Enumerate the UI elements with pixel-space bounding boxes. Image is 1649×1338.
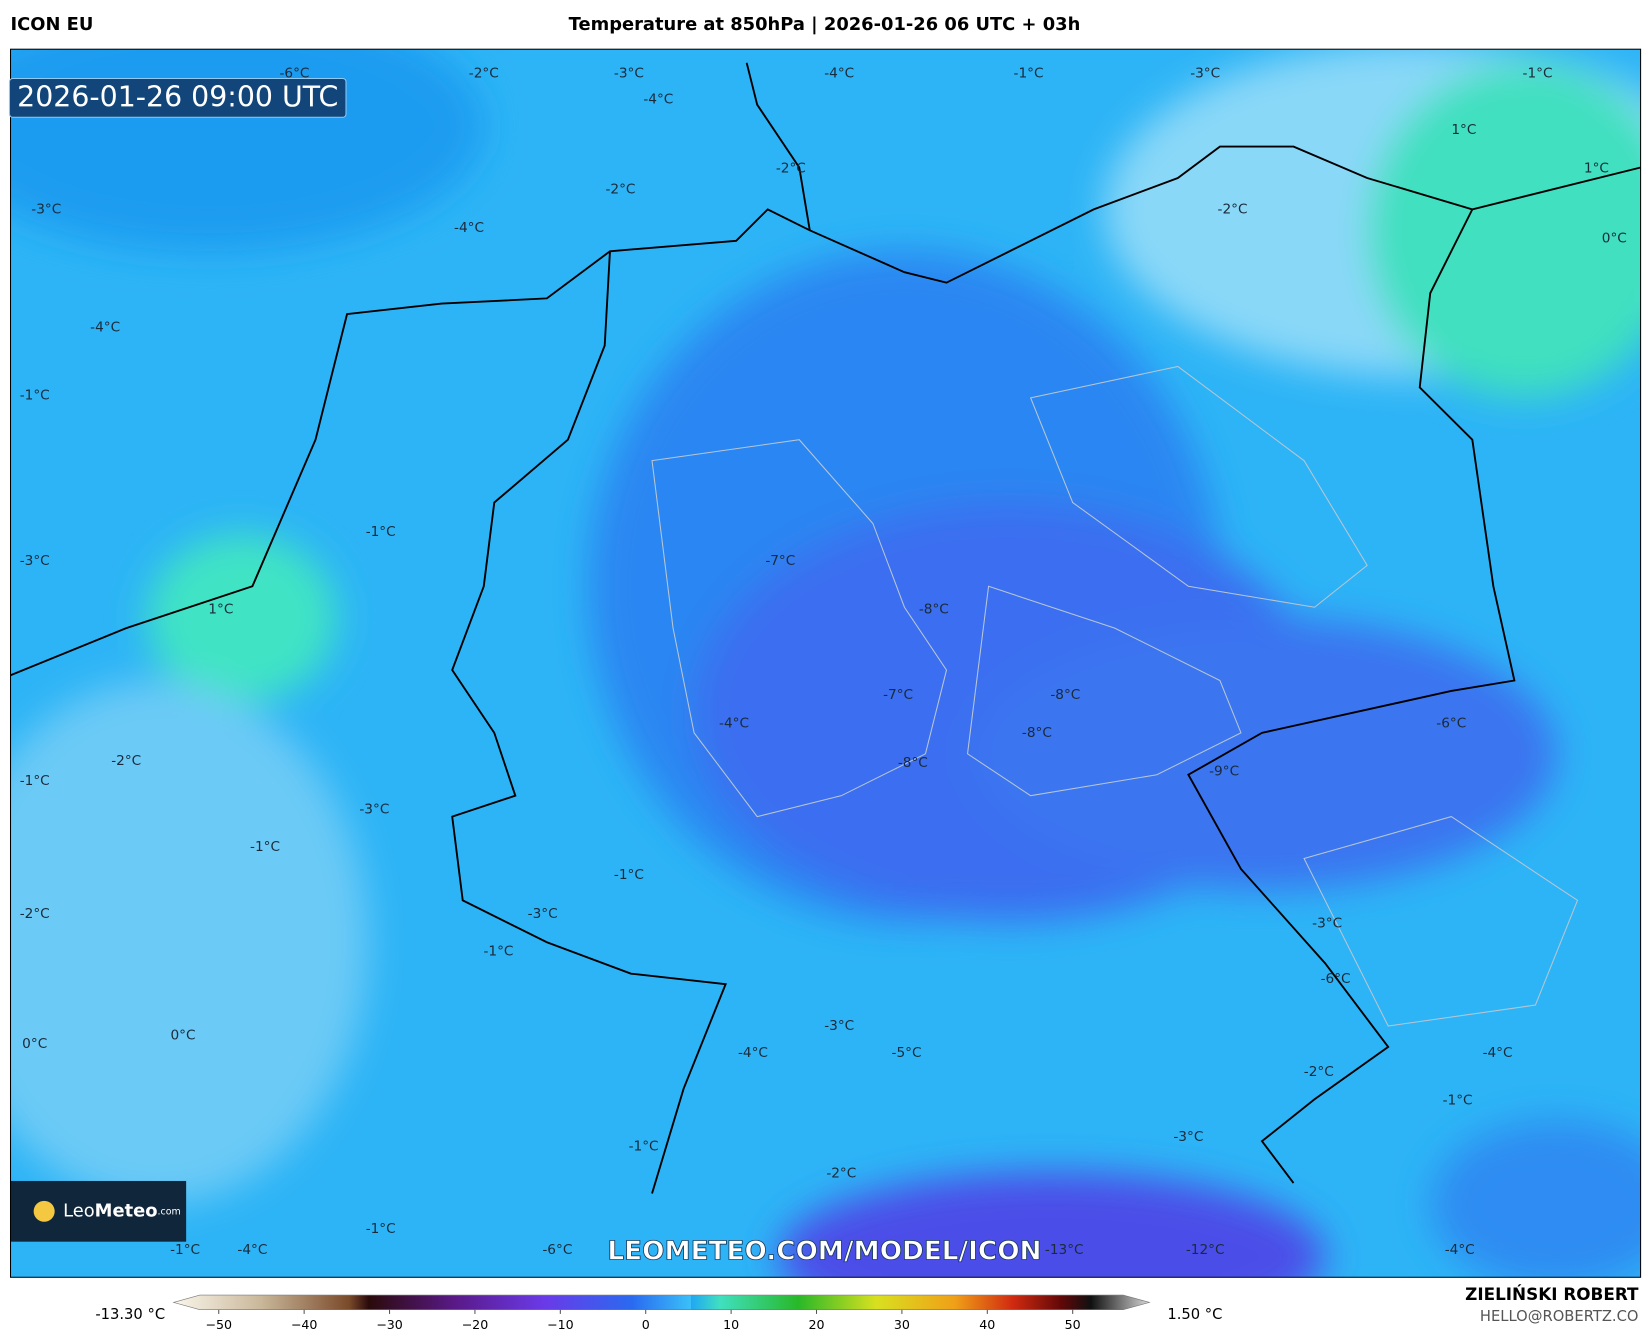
temperature-label: -1°C (614, 867, 644, 883)
colorbar (172, 1294, 1151, 1311)
temperature-label: -4°C (824, 65, 854, 81)
watermark: LEOMETEO.COM/MODEL/ICON (607, 1237, 1041, 1267)
temperature-label: -7°C (765, 553, 795, 569)
colorbar-tick-label: 40 (979, 1317, 995, 1332)
temperature-label: -4°C (90, 320, 120, 336)
temperature-label: -8°C (919, 601, 949, 617)
temperature-label: -2°C (1304, 1064, 1334, 1080)
temperature-label: -3°C (359, 801, 389, 817)
temperature-label: -4°C (643, 91, 673, 107)
temperature-label: -4°C (738, 1045, 768, 1061)
temperature-label: -9°C (1209, 764, 1239, 780)
temperature-label: -2°C (111, 753, 141, 769)
temperature-label: 0°C (22, 1036, 47, 1052)
temperature-label: -1°C (250, 839, 280, 855)
email: HELLO@ROBERTZ.CO (1480, 1308, 1639, 1325)
temperature-label: -2°C (605, 182, 635, 198)
author: ZIELIŃSKI ROBERT (1465, 1283, 1639, 1304)
temperature-label: -4°C (237, 1242, 267, 1258)
temperature-label: -13°C (1045, 1242, 1084, 1258)
temperature-label: -7°C (883, 687, 913, 703)
logo-part: Meteo (95, 1200, 158, 1221)
temperature-label: -4°C (454, 220, 484, 236)
map-frame (9, 48, 1642, 1278)
temperature-label: -2°C (826, 1166, 856, 1182)
temperature-label: 1°C (208, 601, 233, 617)
model-name: ICON EU (11, 14, 94, 35)
temperature-label: -12°C (1186, 1242, 1225, 1258)
temperature-label: -1°C (20, 388, 50, 404)
logo-text: LeoMeteo.com (63, 1200, 181, 1221)
temperature-label: -3°C (1173, 1129, 1203, 1145)
temperature-label: -3°C (824, 1018, 854, 1034)
colorbar-tick-label: 0 (642, 1317, 650, 1332)
borders (651, 365, 1579, 1027)
temperature-label: -1°C (366, 1221, 396, 1237)
legend-max: 1.50 °C (1167, 1306, 1222, 1323)
temperature-label: -3°C (1190, 65, 1220, 81)
temperature-label: -1°C (483, 944, 513, 960)
colorbar-tick-label: −50 (205, 1317, 232, 1332)
temperature-label: -4°C (1445, 1242, 1475, 1258)
logo-part: Leo (63, 1200, 95, 1221)
temperature-label: 0°C (170, 1027, 195, 1043)
temperature-label: -1°C (1014, 65, 1044, 81)
colorbar-tick-label: 50 (1065, 1317, 1081, 1332)
colorbar-tick-label: −30 (376, 1317, 403, 1332)
temperature-label: -8°C (898, 755, 928, 771)
timestamp-box (8, 77, 347, 118)
temperature-label: -6°C (1321, 971, 1351, 987)
colorbar-tick-label: 30 (894, 1317, 910, 1332)
temperature-label: -6°C (1436, 715, 1466, 731)
temperature-label: -3°C (1312, 915, 1342, 931)
temperature-label: -1°C (1443, 1092, 1473, 1108)
temperature-label: 0°C (1602, 231, 1627, 247)
colorbar-tick-label: 10 (723, 1317, 739, 1332)
logo-sun (33, 1200, 55, 1222)
temperature-label: -1°C (170, 1242, 200, 1258)
temperature-label: 1°C (1451, 122, 1476, 138)
temperature-label: -5°C (892, 1045, 922, 1061)
temperature-label: -4°C (719, 715, 749, 731)
colorbar-tick-label: −10 (547, 1317, 574, 1332)
logo-part: .com (158, 1206, 181, 1217)
temperature-label: -3°C (614, 65, 644, 81)
map-title: Temperature at 850hPa | 2026-01-26 06 UT… (569, 14, 1081, 35)
temperature-label: -8°C (1050, 687, 1080, 703)
colorbar-tick-label: 20 (808, 1317, 824, 1332)
temperature-label: -6°C (279, 65, 309, 81)
temperature-label: -3°C (31, 201, 61, 217)
temperature-label: -1°C (366, 524, 396, 540)
temperature-label: -2°C (776, 161, 806, 177)
temperature-label: -2°C (1218, 201, 1248, 217)
legend-min: -13.30 °C (95, 1306, 165, 1323)
temperature-label: -1°C (1523, 65, 1553, 81)
temperature-label: 1°C (1584, 161, 1609, 177)
colorbar-tick-label: −20 (462, 1317, 489, 1332)
temperature-label: -4°C (1483, 1045, 1513, 1061)
temperature-label: -1°C (20, 773, 50, 789)
timestamp: 2026-01-26 09:00 UTC (17, 80, 338, 113)
temperature-label: -1°C (629, 1138, 659, 1154)
temperature-label: -3°C (20, 553, 50, 569)
temperature-label: -8°C (1022, 725, 1052, 741)
temperature-label: -6°C (542, 1242, 572, 1258)
temperature-label: -3°C (528, 906, 558, 922)
temperature-label: -2°C (469, 65, 499, 81)
colorbar-tick-label: −40 (291, 1317, 318, 1332)
temperature-label: -2°C (20, 906, 50, 922)
coastlines (10, 62, 1641, 1194)
